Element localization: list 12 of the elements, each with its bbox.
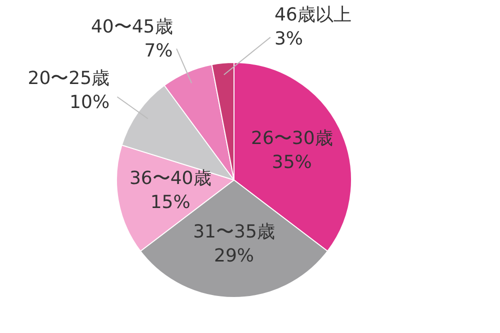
data-label: 3%: [274, 28, 304, 50]
slice-label: 36〜40歳: [129, 168, 212, 189]
data-label: 10%: [70, 92, 110, 114]
data-label: 15%: [150, 192, 190, 213]
slice-label: 20〜25歳: [28, 68, 110, 90]
data-label: 29%: [214, 245, 254, 266]
data-label: 35%: [272, 152, 312, 173]
slice-label: 26〜30歳: [250, 128, 333, 149]
data-label: 7%: [144, 40, 173, 62]
slice-label: 31〜35歳: [193, 221, 275, 242]
slice-label: 40〜45歳: [90, 16, 173, 38]
slice-label: 46歳以上: [274, 4, 352, 26]
